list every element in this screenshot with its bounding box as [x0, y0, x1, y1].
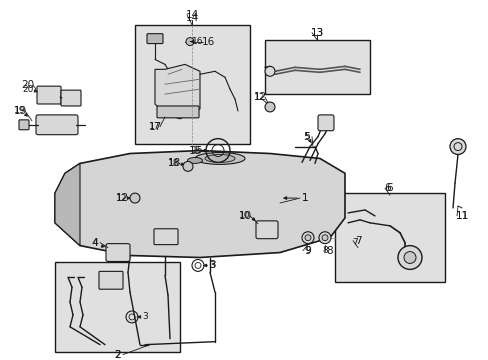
- Circle shape: [397, 246, 421, 269]
- FancyBboxPatch shape: [106, 244, 130, 261]
- Text: 15: 15: [188, 145, 201, 156]
- Text: 17: 17: [148, 122, 162, 132]
- Text: 2: 2: [115, 350, 121, 360]
- Bar: [264, 40, 369, 94]
- Text: 16: 16: [201, 37, 214, 46]
- Text: 19: 19: [14, 107, 26, 116]
- Text: 6: 6: [386, 183, 392, 193]
- FancyBboxPatch shape: [157, 106, 199, 118]
- Text: 19: 19: [13, 106, 26, 116]
- Text: 4: 4: [92, 238, 98, 247]
- Text: 5: 5: [303, 132, 310, 142]
- Bar: [334, 193, 444, 282]
- Text: 14: 14: [185, 10, 198, 20]
- Text: 9: 9: [304, 246, 311, 256]
- Text: 16: 16: [192, 37, 203, 46]
- Circle shape: [130, 193, 140, 203]
- Text: 9: 9: [305, 246, 310, 255]
- Text: 10: 10: [238, 211, 251, 221]
- Circle shape: [302, 232, 313, 244]
- Text: 18: 18: [168, 159, 180, 168]
- Circle shape: [403, 252, 415, 264]
- FancyBboxPatch shape: [317, 115, 333, 131]
- Circle shape: [264, 102, 274, 112]
- Circle shape: [264, 66, 274, 76]
- Text: 13: 13: [310, 28, 323, 38]
- FancyBboxPatch shape: [37, 86, 61, 104]
- Text: 1: 1: [301, 193, 307, 203]
- Text: 3: 3: [142, 312, 147, 321]
- Text: 11: 11: [454, 211, 468, 221]
- Text: 5: 5: [304, 132, 309, 141]
- Text: 12: 12: [116, 194, 127, 203]
- Text: 18: 18: [167, 158, 180, 168]
- Text: 11: 11: [454, 211, 468, 221]
- Text: 8: 8: [322, 246, 327, 255]
- Text: 8: 8: [326, 246, 333, 256]
- Circle shape: [449, 139, 465, 154]
- Text: 10: 10: [239, 211, 250, 220]
- Text: 12: 12: [115, 193, 128, 203]
- Text: 17: 17: [149, 122, 161, 131]
- Text: 2: 2: [115, 350, 121, 360]
- FancyBboxPatch shape: [147, 34, 163, 44]
- Circle shape: [321, 235, 327, 241]
- FancyBboxPatch shape: [99, 271, 123, 289]
- Text: 14: 14: [185, 13, 198, 23]
- Ellipse shape: [204, 154, 235, 162]
- Text: 4: 4: [92, 238, 98, 248]
- FancyBboxPatch shape: [36, 115, 78, 135]
- FancyBboxPatch shape: [19, 120, 29, 130]
- Text: 3: 3: [208, 260, 215, 270]
- Ellipse shape: [195, 153, 244, 165]
- Text: 12: 12: [253, 92, 266, 102]
- Text: 6: 6: [384, 183, 390, 193]
- Text: 15: 15: [192, 146, 203, 155]
- Circle shape: [183, 161, 193, 171]
- Text: 7: 7: [354, 236, 361, 246]
- FancyBboxPatch shape: [61, 90, 81, 106]
- Polygon shape: [55, 150, 345, 257]
- Circle shape: [318, 232, 330, 244]
- Text: 1: 1: [301, 193, 307, 203]
- Text: 20: 20: [21, 80, 35, 90]
- Bar: [55, 262, 180, 352]
- Text: 20: 20: [22, 85, 34, 94]
- Polygon shape: [155, 64, 200, 119]
- Circle shape: [305, 235, 310, 241]
- Ellipse shape: [187, 157, 202, 163]
- Text: 13: 13: [310, 28, 323, 38]
- Text: 12: 12: [254, 93, 265, 102]
- FancyBboxPatch shape: [154, 229, 178, 245]
- FancyBboxPatch shape: [256, 221, 278, 239]
- Bar: [135, 25, 249, 144]
- Text: 3: 3: [209, 261, 214, 270]
- Text: 7: 7: [351, 238, 357, 247]
- Circle shape: [185, 38, 194, 46]
- Polygon shape: [55, 163, 80, 246]
